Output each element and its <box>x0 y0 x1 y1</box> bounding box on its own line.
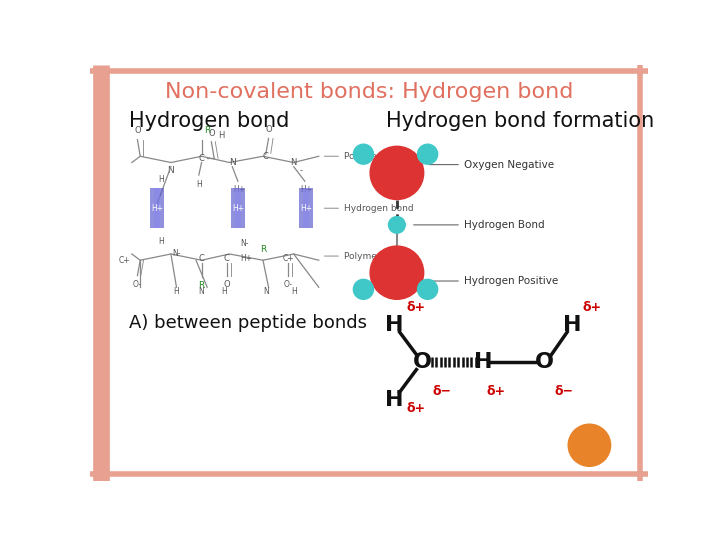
Text: δ−: δ− <box>555 385 574 398</box>
Text: Hydrogen bond: Hydrogen bond <box>344 204 413 213</box>
Text: O: O <box>413 352 431 372</box>
Text: H: H <box>385 389 403 409</box>
Text: H: H <box>564 315 582 335</box>
Text: H: H <box>158 237 164 246</box>
Text: Hydrogen Bond: Hydrogen Bond <box>464 220 544 230</box>
Text: H: H <box>385 315 403 335</box>
Text: δ+: δ+ <box>582 301 602 314</box>
FancyBboxPatch shape <box>300 188 312 228</box>
Text: Hydrogen bond: Hydrogen bond <box>129 111 289 131</box>
Text: H: H <box>474 352 492 372</box>
FancyBboxPatch shape <box>153 188 161 228</box>
Text: δ+: δ+ <box>486 385 505 398</box>
Text: N: N <box>263 287 269 296</box>
Text: N-: N- <box>240 239 249 248</box>
Text: Polymer chain: Polymer chain <box>344 152 408 161</box>
Text: C: C <box>199 254 204 264</box>
Text: O: O <box>208 130 215 138</box>
Text: C: C <box>199 154 204 163</box>
Text: N: N <box>290 158 297 167</box>
Text: H+: H+ <box>240 254 253 263</box>
Text: N: N <box>199 287 204 296</box>
Text: H: H <box>291 287 297 296</box>
Text: R: R <box>204 126 211 136</box>
FancyBboxPatch shape <box>235 188 241 228</box>
Text: N-: N- <box>173 249 181 259</box>
Text: H+: H+ <box>300 185 312 194</box>
Text: A) between peptide bonds: A) between peptide bonds <box>129 314 367 332</box>
Text: Polymer chain: Polymer chain <box>344 252 408 261</box>
Text: O-: O- <box>284 280 292 289</box>
Ellipse shape <box>370 146 423 199</box>
Text: R: R <box>199 281 204 290</box>
Text: Oxygen Negative: Oxygen Negative <box>464 160 554 170</box>
Text: H: H <box>196 180 202 189</box>
FancyBboxPatch shape <box>302 188 310 228</box>
Text: O: O <box>265 125 272 134</box>
Text: R: R <box>260 245 266 254</box>
FancyBboxPatch shape <box>150 188 163 228</box>
Ellipse shape <box>568 424 611 467</box>
Text: N: N <box>229 158 235 167</box>
Text: H+: H+ <box>233 185 245 194</box>
Text: δ−: δ− <box>432 385 451 398</box>
Text: Hydrogen Positive: Hydrogen Positive <box>464 276 558 286</box>
Text: H: H <box>221 287 227 296</box>
Text: O: O <box>134 126 140 136</box>
Text: Hydrogen bond formation: Hydrogen bond formation <box>386 111 654 131</box>
Ellipse shape <box>418 144 438 164</box>
Text: -: - <box>300 166 302 176</box>
Ellipse shape <box>354 279 374 299</box>
Ellipse shape <box>389 217 405 233</box>
Text: H: H <box>174 287 179 296</box>
Text: C+: C+ <box>119 256 130 265</box>
Text: δ+: δ+ <box>406 301 426 314</box>
Text: N: N <box>168 166 174 175</box>
Text: H+: H+ <box>300 204 312 213</box>
Text: O-: O- <box>133 280 142 289</box>
Text: H: H <box>218 131 225 140</box>
Text: C+: C+ <box>282 254 294 264</box>
Text: O: O <box>535 352 554 372</box>
Text: C: C <box>263 152 269 161</box>
Text: H+: H+ <box>151 204 163 213</box>
Text: H: H <box>158 175 164 184</box>
Ellipse shape <box>370 246 423 299</box>
Text: Non-covalent bonds: Hydrogen bond: Non-covalent bonds: Hydrogen bond <box>165 82 573 102</box>
Text: δ+: δ+ <box>406 402 426 415</box>
Text: O: O <box>223 280 230 289</box>
Text: C: C <box>224 254 230 264</box>
Ellipse shape <box>418 279 438 299</box>
Text: H+: H+ <box>232 204 244 213</box>
FancyBboxPatch shape <box>231 188 245 228</box>
Ellipse shape <box>354 144 374 164</box>
